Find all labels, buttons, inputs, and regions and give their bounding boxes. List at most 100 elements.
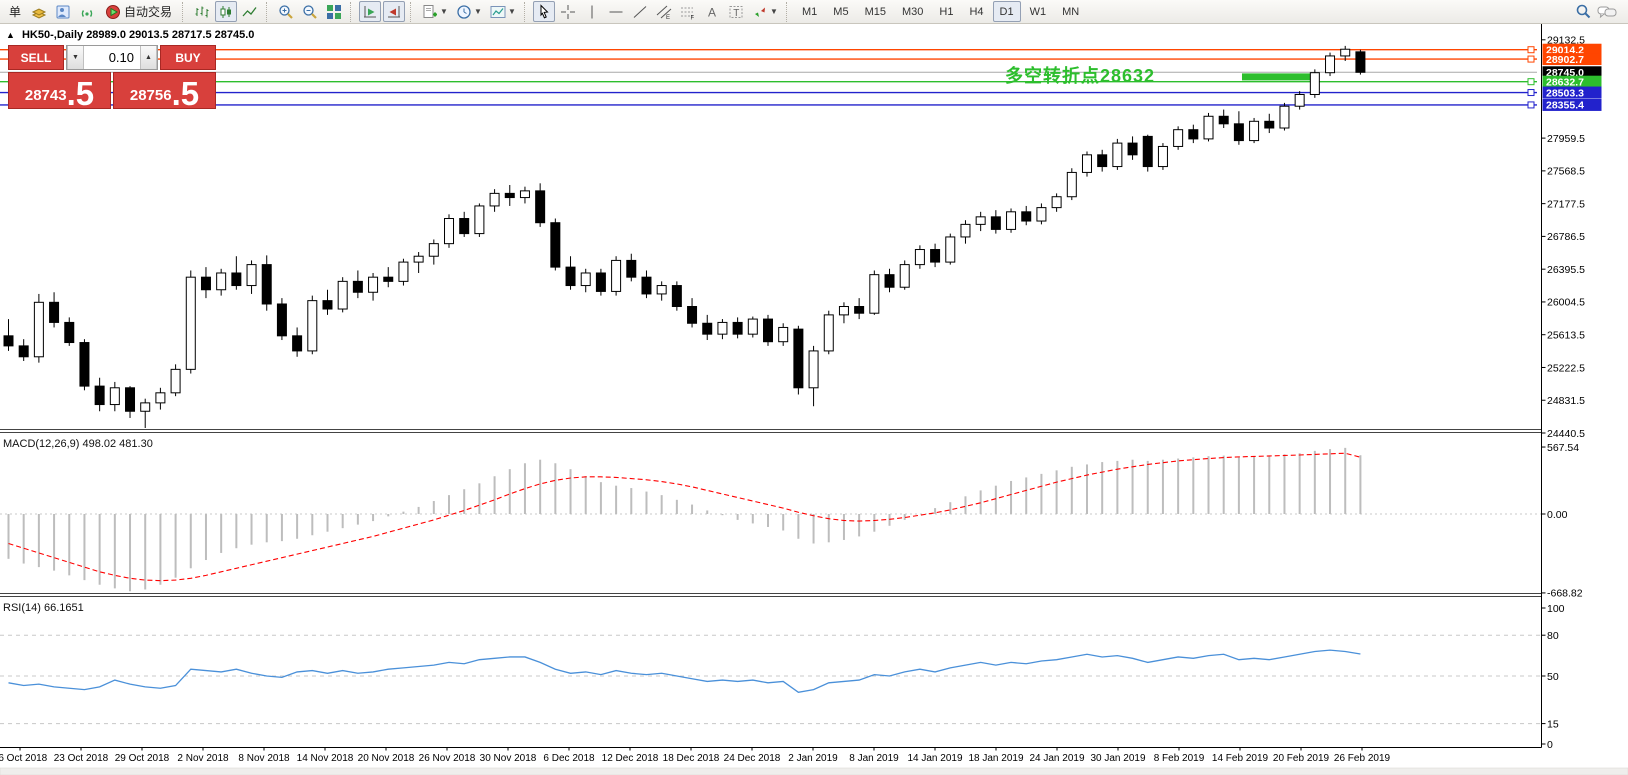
- svg-text:100: 100: [1547, 603, 1565, 615]
- svg-text:14 Feb 2019: 14 Feb 2019: [1212, 753, 1269, 764]
- arrows-tool-button[interactable]: ▼: [749, 1, 781, 22]
- svg-text:29132.5: 29132.5: [1547, 35, 1585, 47]
- svg-text:25222.5: 25222.5: [1547, 362, 1585, 374]
- svg-text:F: F: [691, 15, 695, 20]
- svg-text:28632.7: 28632.7: [1546, 76, 1584, 88]
- timeframe-mn-button[interactable]: MN: [1062, 5, 1080, 18]
- one-click-trading-panel: SELL ▼ 0.10 ▲ BUY 28743.5 28756.5: [8, 45, 216, 112]
- svg-text:23 Oct 2018: 23 Oct 2018: [54, 753, 109, 764]
- chart-shift-button[interactable]: [383, 1, 406, 22]
- buy-price-display[interactable]: 28756.5: [113, 72, 216, 112]
- svg-text:6 Dec 2018: 6 Dec 2018: [543, 753, 595, 764]
- bar-chart-button[interactable]: [191, 1, 213, 22]
- timeframe-m30-button[interactable]: M30: [901, 5, 924, 18]
- market-watch-icon[interactable]: [28, 1, 50, 22]
- equidistant-channel-tool-button[interactable]: E: [653, 1, 675, 22]
- lot-size-control: ▼ 0.10 ▲: [66, 45, 158, 70]
- candlestick-chart-button[interactable]: [215, 1, 238, 22]
- timeframe-h1-button[interactable]: H1: [939, 5, 954, 18]
- svg-text:24831.5: 24831.5: [1547, 395, 1585, 407]
- text-label-tool-button[interactable]: T: [725, 1, 747, 22]
- timeframe-d1-button[interactable]: D1: [992, 1, 1021, 22]
- data-window-icon[interactable]: [52, 1, 74, 22]
- signals-icon[interactable]: [76, 1, 98, 22]
- lot-decrease-button[interactable]: ▼: [67, 46, 84, 69]
- svg-text:20 Feb 2019: 20 Feb 2019: [1273, 753, 1330, 764]
- svg-text:30 Jan 2019: 30 Jan 2019: [1090, 753, 1145, 764]
- timeframe-h4-button[interactable]: H4: [969, 5, 984, 18]
- fibonacci-tool-button[interactable]: F: [677, 1, 699, 22]
- horizontal-price-lines[interactable]: 29014.228902.728745.028632.728503.328355…: [0, 43, 1602, 112]
- zoom-in-button[interactable]: [275, 1, 297, 22]
- auto-trading-button[interactable]: 自动交易: [100, 1, 177, 22]
- svg-text:24440.5: 24440.5: [1547, 428, 1585, 440]
- svg-text:28355.4: 28355.4: [1546, 100, 1584, 112]
- cursor-tool-button[interactable]: [533, 1, 556, 22]
- macd-label: MACD(12,26,9) 498.02 481.30: [3, 438, 153, 450]
- add-indicator-button[interactable]: ▼: [419, 1, 451, 22]
- sell-price-display[interactable]: 28743.5: [8, 72, 111, 110]
- auto-trading-label: 自动交易: [124, 5, 173, 19]
- timeframe-m15-button[interactable]: M15: [864, 5, 886, 18]
- svg-text:E: E: [666, 15, 670, 20]
- timeframe-m5-button[interactable]: M5: [833, 5, 849, 18]
- toolbar-separator: [524, 1, 528, 22]
- svg-text:27568.5: 27568.5: [1547, 166, 1585, 178]
- svg-text:T: T: [733, 8, 739, 19]
- svg-text:26786.5: 26786.5: [1547, 231, 1585, 243]
- svg-text:18 Dec 2018: 18 Dec 2018: [663, 753, 720, 764]
- svg-text:27959.5: 27959.5: [1547, 133, 1585, 145]
- toolbar-separator: [350, 1, 354, 22]
- svg-text:20 Nov 2018: 20 Nov 2018: [358, 753, 415, 764]
- text-tool-button[interactable]: A: [701, 1, 723, 22]
- toolbar-separator: [786, 1, 790, 22]
- bottom-scrollbar-strip: [0, 767, 1628, 775]
- date-axis: 16 Oct 2018 23 Oct 2018 29 Oct 2018 2 Nov 2…: [0, 747, 1391, 764]
- lot-size-input[interactable]: 0.10: [84, 46, 140, 69]
- svg-text:0: 0: [1547, 739, 1553, 751]
- svg-text:24 Dec 2018: 24 Dec 2018: [724, 753, 781, 764]
- periods-button[interactable]: ▼: [453, 1, 485, 22]
- tile-windows-button[interactable]: [323, 1, 345, 22]
- chat-icon[interactable]: [1596, 1, 1618, 22]
- svg-text:12 Dec 2018: 12 Dec 2018: [602, 753, 659, 764]
- chevron-down-icon: ▼: [770, 7, 778, 16]
- svg-text:567.54: 567.54: [1547, 442, 1579, 454]
- chevron-down-icon: ▼: [474, 7, 482, 16]
- line-chart-button[interactable]: [239, 1, 261, 22]
- svg-text:25613.5: 25613.5: [1547, 330, 1585, 342]
- svg-text:2 Nov 2018: 2 Nov 2018: [177, 753, 229, 764]
- toolbar-separator: [182, 1, 186, 22]
- templates-button[interactable]: ▼: [487, 1, 519, 22]
- green-highlight-segment[interactable]: [1241, 73, 1315, 81]
- svg-text:28902.7: 28902.7: [1546, 54, 1584, 66]
- timeframe-m1-button[interactable]: M1: [802, 5, 818, 18]
- collapse-chart-icon[interactable]: ▲: [6, 30, 15, 40]
- vertical-line-tool-button[interactable]: [581, 1, 603, 22]
- buy-price-dec: .5: [171, 74, 200, 112]
- svg-text:28503.3: 28503.3: [1546, 87, 1584, 99]
- svg-text:80: 80: [1547, 630, 1559, 642]
- buy-price-int: 28756: [129, 87, 172, 104]
- svg-text:14 Nov 2018: 14 Nov 2018: [297, 753, 354, 764]
- chart-symbol-period: HK50-,Daily: [21, 29, 84, 41]
- new-order-button[interactable]: 单: [8, 5, 21, 19]
- chart-annotation-text: 多空转折点28632: [1005, 66, 1156, 86]
- svg-text:8 Feb 2019: 8 Feb 2019: [1154, 753, 1205, 764]
- zoom-out-button[interactable]: [299, 1, 321, 22]
- buy-button[interactable]: BUY: [160, 45, 216, 70]
- crosshair-tool-button[interactable]: [557, 1, 579, 22]
- lot-increase-button[interactable]: ▲: [140, 46, 157, 69]
- svg-text:8 Nov 2018: 8 Nov 2018: [238, 753, 290, 764]
- sell-button[interactable]: SELL: [8, 45, 64, 70]
- svg-text:14 Jan 2019: 14 Jan 2019: [907, 753, 962, 764]
- search-icon[interactable]: [1572, 1, 1594, 22]
- chevron-down-icon: ▼: [440, 7, 448, 16]
- trendline-tool-button[interactable]: [629, 1, 651, 22]
- svg-text:2 Jan 2019: 2 Jan 2019: [788, 753, 838, 764]
- svg-text:24 Jan 2019: 24 Jan 2019: [1029, 753, 1084, 764]
- horizontal-line-tool-button[interactable]: [605, 1, 627, 22]
- auto-scroll-button[interactable]: [359, 1, 382, 22]
- timeframe-w1-button[interactable]: W1: [1029, 5, 1047, 18]
- svg-text:26 Nov 2018: 26 Nov 2018: [419, 753, 476, 764]
